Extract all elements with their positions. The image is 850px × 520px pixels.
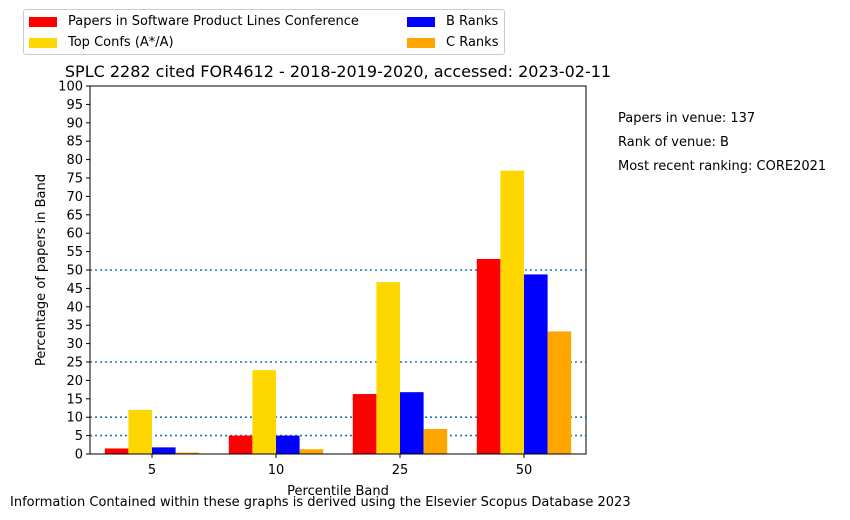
bar-top-confs-a-a--25 — [376, 282, 400, 454]
bar-papers-in-software-product-lines-conference-5 — [104, 448, 129, 454]
legend-swatch — [29, 17, 57, 27]
bar-b-ranks-5 — [152, 447, 176, 454]
bar-top-confs-a-a--50 — [500, 170, 524, 454]
bar-b-ranks-25 — [400, 392, 424, 454]
legend-label: B Ranks — [446, 14, 499, 29]
y-tick-label: 10 — [66, 411, 83, 426]
bar-top-confs-a-a--5 — [128, 409, 152, 454]
y-tick-label: 40 — [66, 300, 83, 315]
legend-swatch — [407, 17, 435, 27]
y-axis: 0 5 10 15 20 25 30 35 40 45 50 55 60 65 70 75 80 85 90 95 10… — [58, 80, 90, 463]
bar-papers-in-software-product-lines-conference-10 — [228, 435, 253, 454]
bar-top-confs-a-a--10 — [252, 370, 276, 454]
bar-c-ranks-25 — [423, 428, 448, 454]
papers-in-venue-note: Papers in venue: 137 — [618, 111, 756, 126]
legend: Papers in Software Product Lines Confere… — [23, 9, 505, 55]
rank-of-venue-note: Rank of venue: B — [618, 135, 729, 150]
y-tick-label: 95 — [66, 98, 83, 113]
x-axis-label: Percentile Band — [287, 484, 389, 499]
y-tick-label: 90 — [66, 116, 83, 131]
y-tick-label: 5 — [75, 429, 83, 444]
legend-label: Papers in Software Product Lines Confere… — [68, 14, 359, 29]
y-tick-label: 30 — [66, 337, 83, 352]
x-tick-label: 10 — [268, 463, 285, 478]
y-tick-label: 25 — [66, 356, 83, 371]
x-tick-label: 25 — [392, 463, 409, 478]
x-axis: 5 10 25 50 — [148, 454, 532, 478]
x-tick-label: 5 — [148, 463, 156, 478]
legend-label: Top Confs (A*/A) — [68, 35, 174, 50]
y-tick-label: 45 — [66, 282, 83, 297]
y-axis-label: Percentage of papers in Band — [34, 174, 49, 366]
bar-b-ranks-50 — [524, 274, 548, 454]
y-tick-label: 65 — [66, 208, 83, 223]
bar-c-ranks-50 — [547, 331, 572, 454]
y-tick-label: 15 — [66, 392, 83, 407]
y-tick-label: 0 — [75, 448, 83, 463]
y-tick-label: 50 — [66, 264, 83, 279]
y-tick-label: 35 — [66, 319, 83, 334]
chart-title: SPLC 2282 cited FOR4612 - 2018-2019-2020… — [65, 62, 611, 81]
bar-papers-in-software-product-lines-conference-25 — [352, 394, 377, 454]
legend-label: C Ranks — [446, 35, 499, 50]
y-tick-label: 80 — [66, 153, 83, 168]
y-tick-label: 55 — [66, 245, 83, 260]
data-source-footer: Information Contained within these graph… — [10, 495, 631, 510]
y-tick-label: 70 — [66, 190, 83, 205]
y-tick-label: 20 — [66, 374, 83, 389]
y-tick-label: 100 — [58, 80, 83, 95]
bars — [104, 170, 572, 454]
y-tick-label: 75 — [66, 172, 83, 187]
y-tick-label: 60 — [66, 227, 83, 242]
bar-c-ranks-5 — [175, 452, 200, 454]
x-tick-label: 50 — [516, 463, 533, 478]
legend-swatch — [29, 38, 57, 48]
y-tick-label: 85 — [66, 135, 83, 150]
legend-swatch — [407, 38, 435, 48]
bar-papers-in-software-product-lines-conference-50 — [476, 258, 501, 454]
recent-ranking-note: Most recent ranking: CORE2021 — [618, 159, 827, 174]
bar-c-ranks-10 — [299, 449, 324, 454]
bar-b-ranks-10 — [276, 435, 300, 454]
